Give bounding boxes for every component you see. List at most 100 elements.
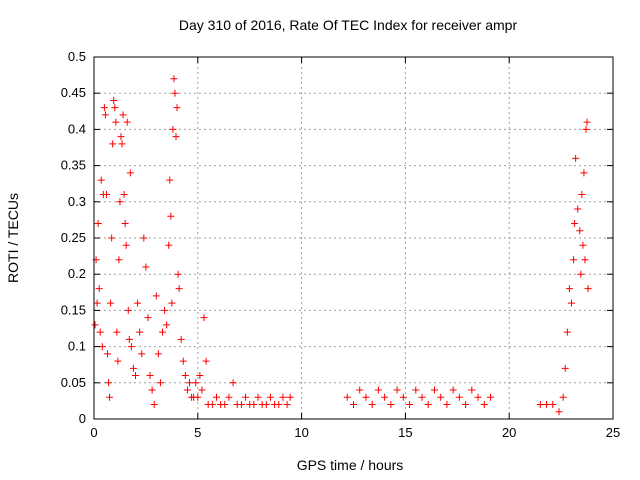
data-point <box>127 343 135 351</box>
data-point <box>112 118 120 126</box>
data-point <box>286 393 294 401</box>
data-point <box>368 401 376 409</box>
data-point <box>412 386 420 394</box>
data-point <box>555 408 563 416</box>
data-point <box>111 104 119 112</box>
data-point <box>350 401 357 409</box>
x-tick-label: 15 <box>398 425 412 440</box>
y-tick-label: 0.3 <box>68 194 86 209</box>
data-point <box>387 401 395 409</box>
data-point <box>172 133 180 141</box>
data-point <box>177 335 185 343</box>
x-tick-label: 10 <box>294 425 308 440</box>
data-point <box>134 299 142 307</box>
data-point <box>119 111 127 119</box>
data-point <box>275 401 283 409</box>
data-point <box>559 393 567 401</box>
data-point <box>165 241 173 249</box>
data-point <box>208 401 216 409</box>
data-point <box>580 169 588 177</box>
data-point <box>103 350 111 358</box>
data-point <box>179 357 187 365</box>
data-point <box>393 386 401 394</box>
data-point <box>168 299 176 307</box>
data-point <box>266 393 274 401</box>
data-point <box>225 393 233 401</box>
data-point <box>105 379 113 387</box>
data-point <box>116 198 124 206</box>
data-point <box>571 220 579 228</box>
data-point <box>200 314 208 322</box>
data-point <box>115 256 123 264</box>
y-tick-label: 0 <box>79 411 86 426</box>
data-point <box>154 350 162 358</box>
plot-points <box>91 75 592 416</box>
data-point <box>424 401 432 409</box>
data-point <box>406 401 414 409</box>
data-point <box>173 104 181 112</box>
data-point <box>96 328 104 336</box>
data-point <box>430 386 438 394</box>
data-point <box>122 241 130 249</box>
data-point <box>572 154 580 162</box>
data-point <box>101 111 109 119</box>
data-point <box>100 104 108 112</box>
y-axis-label: ROTI / TECUs <box>5 193 21 283</box>
data-point <box>106 393 114 401</box>
data-point <box>91 321 99 329</box>
axis-ticks <box>93 56 614 420</box>
x-tick-label: 25 <box>606 425 620 440</box>
data-point <box>185 379 193 387</box>
data-point <box>129 364 137 372</box>
data-point <box>576 227 584 235</box>
data-point <box>138 350 146 358</box>
data-point <box>543 401 551 409</box>
data-point <box>113 328 121 336</box>
data-point <box>110 96 118 104</box>
data-point <box>126 169 134 177</box>
data-point <box>161 306 169 314</box>
data-point <box>117 133 125 141</box>
data-point <box>171 89 179 97</box>
data-point <box>123 118 131 126</box>
data-point <box>121 220 129 228</box>
data-point <box>229 379 237 387</box>
data-point <box>181 372 189 380</box>
y-tick-label: 0.35 <box>61 158 86 173</box>
data-point <box>474 393 482 401</box>
data-point <box>549 401 557 409</box>
data-point <box>254 393 262 401</box>
data-point <box>125 335 133 343</box>
y-tick-label: 0.1 <box>68 339 86 354</box>
data-point <box>399 393 407 401</box>
data-point <box>198 386 206 394</box>
data-point <box>124 306 132 314</box>
data-point <box>202 357 210 365</box>
x-tick-labels: 0 5 10 15 20 25 <box>90 425 620 440</box>
data-point <box>362 393 370 401</box>
data-point <box>437 393 445 401</box>
data-point <box>102 191 110 199</box>
data-point <box>114 357 122 365</box>
y-tick-label: 0.5 <box>68 49 86 64</box>
y-tick-label: 0.4 <box>68 121 86 136</box>
data-point <box>567 299 575 307</box>
data-point <box>175 285 183 293</box>
data-point <box>583 118 591 126</box>
x-tick-label: 20 <box>502 425 516 440</box>
data-point <box>462 401 470 409</box>
y-tick-label: 0.05 <box>61 375 86 390</box>
data-point <box>487 393 495 401</box>
y-tick-label: 0.2 <box>68 266 86 281</box>
data-point <box>570 256 578 264</box>
data-point <box>194 393 202 401</box>
data-point <box>93 299 101 307</box>
data-point <box>578 191 586 199</box>
data-point <box>144 314 152 322</box>
data-point <box>577 270 585 278</box>
data-point <box>107 299 115 307</box>
data-point <box>418 393 426 401</box>
data-point <box>449 386 457 394</box>
data-point <box>279 393 287 401</box>
